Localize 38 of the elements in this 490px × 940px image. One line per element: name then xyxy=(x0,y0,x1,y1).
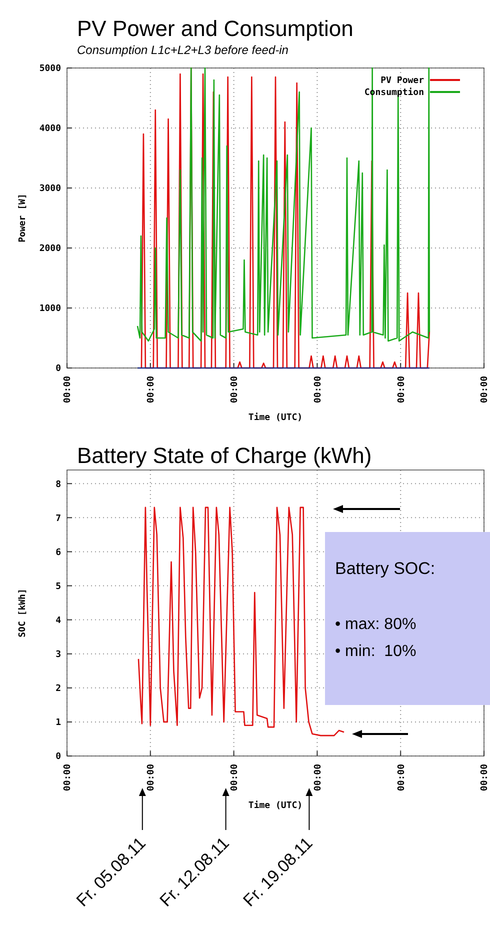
y-tick-label: 4 xyxy=(56,616,62,626)
y-tick-label: 3 xyxy=(56,650,61,660)
x-axis-title: Time (UTC) xyxy=(248,412,303,423)
x-tick-label: 00:00 xyxy=(63,764,74,792)
y-tick-label: 3000 xyxy=(39,184,61,194)
x-tick-label: 00:00 xyxy=(480,764,490,792)
y-tick-label: 1 xyxy=(56,718,61,728)
x-tick-label: 00:00 xyxy=(313,764,324,792)
y-tick-label: 7 xyxy=(56,514,61,524)
x-tick-label: 00:00 xyxy=(230,376,240,404)
y-tick-label: 5000 xyxy=(39,64,61,74)
y-tick-label: 6 xyxy=(56,548,61,558)
chart-subtitle: Consumption L1c+L2+L3 before feed-in xyxy=(77,43,289,57)
y-tick-label: 8 xyxy=(56,480,61,490)
y-axis-title: SOC [kWh] xyxy=(18,588,28,638)
x-axis-title: Time (UTC) xyxy=(248,800,303,811)
x-tick-label: 00:00 xyxy=(396,376,407,404)
chart-title: PV Power and Consumption xyxy=(77,16,354,41)
y-tick-label: 0 xyxy=(56,364,61,374)
annotation: Battery SOC: xyxy=(335,559,436,578)
chart-title: Battery State of Charge (kWh) xyxy=(77,443,372,468)
y-tick-label: 4000 xyxy=(39,124,61,134)
y-tick-label: 5 xyxy=(56,582,61,592)
x-tick-label: 00:00 xyxy=(146,376,157,404)
annotation: • min: 10% xyxy=(335,643,416,660)
y-tick-label: 2 xyxy=(56,684,61,694)
legend-label: PV Power xyxy=(380,76,425,86)
y-tick-label: 0 xyxy=(56,752,61,762)
x-tick-label: 00:00 xyxy=(146,764,157,792)
x-tick-label: 00:00 xyxy=(396,764,407,792)
y-axis-title: Power [W] xyxy=(18,194,28,242)
y-tick-label: 2000 xyxy=(39,244,61,254)
x-tick-label: 00:00 xyxy=(480,376,490,404)
x-tick-label: 00:00 xyxy=(230,764,240,792)
x-tick-label: 00:00 xyxy=(63,376,74,404)
annotation: • max: 80% xyxy=(335,616,416,633)
y-tick-label: 1000 xyxy=(39,304,61,314)
x-tick-label: 00:00 xyxy=(313,376,324,404)
